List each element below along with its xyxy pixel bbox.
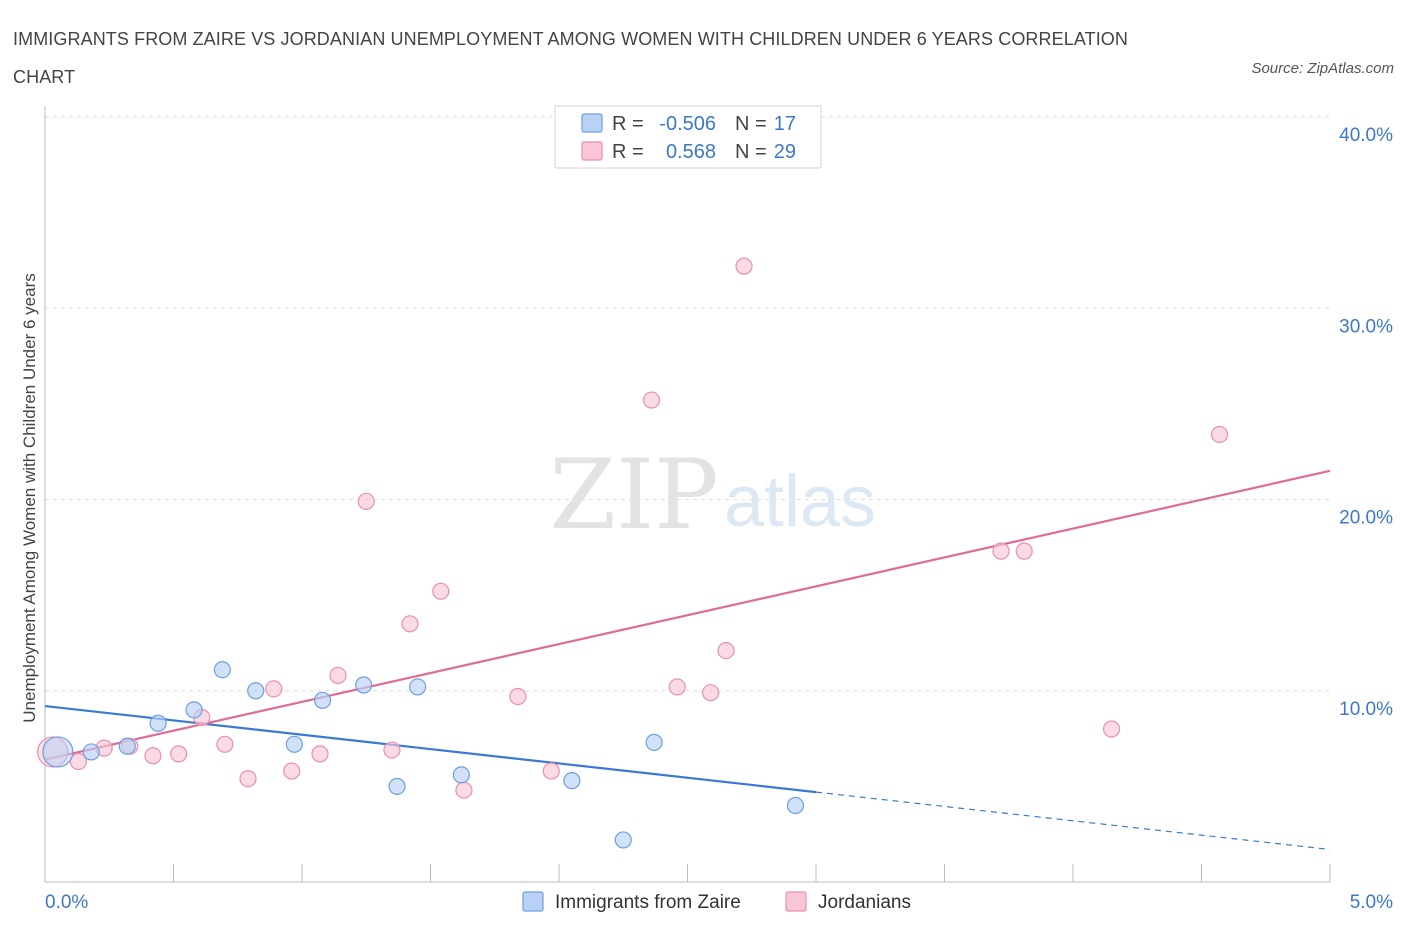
stats-n-value: 17 <box>774 113 796 135</box>
stats-r-label: R = <box>612 141 644 163</box>
data-point-jordanians <box>735 257 753 275</box>
data-point-jordanians <box>311 745 329 763</box>
data-point-jordanians <box>144 747 162 765</box>
data-point-jordanians <box>265 680 283 698</box>
data-point-jordanians <box>329 666 347 685</box>
data-point-jordanians <box>702 684 720 702</box>
data-point-zaire <box>313 691 332 709</box>
data-point-jordanians <box>717 641 735 660</box>
data-point-zaire <box>388 777 406 795</box>
data-point-zaire <box>409 678 427 696</box>
data-point-jordanians <box>1015 542 1033 560</box>
data-point-jordanians <box>283 762 301 780</box>
stats-r-label: R = <box>612 113 644 135</box>
data-point-jordanians <box>239 770 257 788</box>
series-legend: Immigrants from Zaire Jordanians <box>522 891 911 913</box>
data-point-jordanians <box>1102 720 1121 738</box>
data-point-zaire <box>563 772 581 790</box>
data-point-zaire <box>149 714 167 732</box>
legend-label-jordanians: Jordanians <box>818 892 911 913</box>
data-point-jordanians <box>216 735 234 753</box>
data-point-jordanians <box>432 582 450 600</box>
stats-swatch-pink <box>581 141 603 161</box>
trend-lines <box>44 469 1331 851</box>
data-point-zaire <box>82 743 100 761</box>
data-point-jordanians <box>542 762 560 780</box>
stats-n-value: 29 <box>774 141 796 163</box>
data-point-zaire <box>42 736 74 768</box>
source-label: Source: ZipAtlas.com <box>1251 60 1394 77</box>
chart-title: IMMIGRANTS FROM ZAIRE VS JORDANIAN UNEMP… <box>13 29 1129 87</box>
trend-line-zaire-extension <box>815 791 1331 851</box>
y-tick-label: 20.0% <box>1339 508 1393 529</box>
y-tick-label: 10.0% <box>1339 699 1393 720</box>
stats-n-label: N = <box>735 141 767 163</box>
data-points <box>37 257 1229 849</box>
stats-r-value: 0.568 <box>666 141 716 163</box>
axes <box>44 106 1331 883</box>
legend-label-zaire: Immigrants from Zaire <box>555 892 741 913</box>
tick-labels: 10.0% 20.0% 30.0% 40.0% 0.0% 5.0% <box>45 125 1393 913</box>
data-point-jordanians <box>1210 425 1229 444</box>
grid-lines <box>45 116 1330 692</box>
data-point-jordanians <box>642 391 661 409</box>
legend-swatch-pink <box>785 891 807 912</box>
data-point-jordanians <box>668 678 686 696</box>
stats-swatch-blue <box>581 113 603 133</box>
y-tick-label: 40.0% <box>1339 125 1393 146</box>
watermark-zip: ZIP <box>549 439 718 551</box>
data-point-zaire <box>118 737 136 755</box>
data-point-jordanians <box>383 741 401 759</box>
stats-legend: R = -0.506 N = 17 R = 0.568 N = 29 <box>554 105 822 169</box>
data-point-zaire <box>452 766 470 784</box>
data-point-jordanians <box>509 687 527 706</box>
stats-r-value: -0.506 <box>659 113 716 135</box>
data-point-zaire <box>213 661 231 679</box>
data-point-jordanians <box>170 745 188 763</box>
x-tick-label: 5.0% <box>1350 892 1393 913</box>
stats-row-blue: R = -0.506 N = 17 <box>581 113 796 135</box>
trend-line-zaire <box>44 704 817 794</box>
data-point-jordanians <box>69 752 88 771</box>
data-point-zaire <box>645 733 663 751</box>
watermark: ZIP atlas <box>549 439 876 551</box>
watermark-atlas: atlas <box>724 462 876 542</box>
data-point-jordanians <box>357 492 375 511</box>
data-point-zaire <box>285 735 303 753</box>
y-tick-label: 30.0% <box>1339 316 1393 337</box>
data-point-zaire <box>185 701 203 719</box>
data-point-jordanians <box>401 615 419 633</box>
data-point-jordanians <box>455 781 473 799</box>
legend-swatch-blue <box>522 891 544 912</box>
data-point-zaire <box>614 831 632 849</box>
data-point-jordanians <box>992 542 1010 560</box>
x-tick-label: 0.0% <box>45 892 88 913</box>
stats-n-label: N = <box>735 113 767 135</box>
stats-row-pink: R = 0.568 N = 29 <box>581 141 796 163</box>
trend-line-jordanians <box>44 469 1331 761</box>
data-point-zaire <box>355 676 373 694</box>
data-point-zaire <box>247 682 265 700</box>
data-point-zaire <box>786 796 805 815</box>
y-axis-label: Unemployment Among Women with Children U… <box>20 273 39 722</box>
